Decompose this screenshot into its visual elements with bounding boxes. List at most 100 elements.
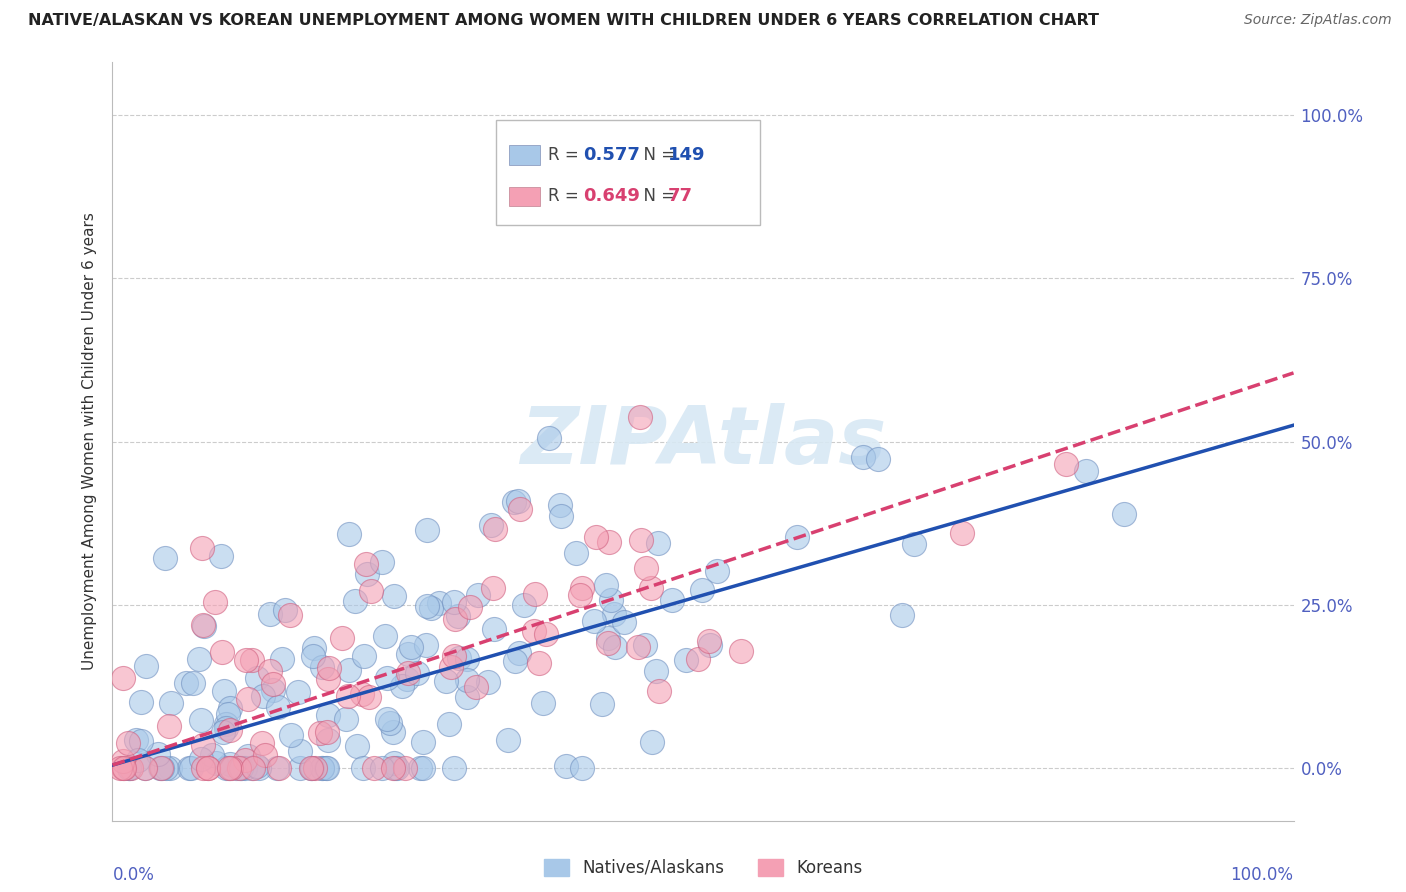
Point <box>217 707 239 722</box>
Point <box>634 638 657 652</box>
Point <box>209 549 232 563</box>
Point <box>304 761 326 775</box>
Point <box>508 646 530 660</box>
Point <box>191 541 214 556</box>
Point <box>218 761 240 775</box>
Point <box>127 753 149 767</box>
Point <box>582 614 605 628</box>
Point <box>381 724 404 739</box>
Legend: Natives/Alaskans, Koreans: Natives/Alaskans, Koreans <box>544 859 862 877</box>
Point <box>308 726 330 740</box>
Point <box>302 648 325 663</box>
Point <box>301 761 323 775</box>
Text: R =: R = <box>548 146 585 164</box>
Point <box>335 712 357 726</box>
Point <box>598 636 620 650</box>
Point <box>458 600 481 615</box>
Point <box>236 749 259 764</box>
Point <box>467 588 489 602</box>
Point <box>197 761 219 775</box>
Point <box>211 725 233 739</box>
Point <box>479 518 502 533</box>
Point <box>524 587 547 601</box>
Point <box>527 656 550 670</box>
Point <box>337 527 360 541</box>
Point <box>290 761 312 775</box>
Point <box>697 633 720 648</box>
Point <box>596 632 619 646</box>
Point <box>523 624 546 638</box>
Point <box>108 761 131 775</box>
Point <box>730 643 752 657</box>
Point <box>482 622 505 636</box>
Point <box>401 640 423 654</box>
Point <box>259 607 281 621</box>
Point <box>112 761 135 775</box>
Point <box>346 739 368 753</box>
Point <box>187 652 209 666</box>
Point <box>215 761 238 775</box>
Point <box>636 561 658 575</box>
Point <box>112 671 135 685</box>
Point <box>344 594 367 608</box>
Point <box>153 551 176 566</box>
Point <box>443 595 465 609</box>
Point <box>246 671 269 685</box>
Point <box>299 761 322 775</box>
Point <box>903 537 925 551</box>
Point <box>252 736 274 750</box>
Point <box>201 747 224 762</box>
Point <box>571 761 593 775</box>
Point <box>456 673 478 688</box>
Point <box>409 761 432 775</box>
Point <box>550 508 572 523</box>
Point <box>315 761 337 775</box>
Point <box>363 761 385 775</box>
Point <box>240 653 263 667</box>
Point <box>135 658 157 673</box>
Point <box>193 761 215 775</box>
Point <box>503 654 526 668</box>
Point <box>246 759 269 773</box>
Point <box>396 647 419 661</box>
Point <box>190 713 212 727</box>
Point <box>252 689 274 703</box>
Point <box>204 756 226 770</box>
Point <box>464 680 486 694</box>
Point <box>229 761 252 775</box>
Point <box>375 671 398 685</box>
Point <box>630 533 652 547</box>
Point <box>1112 507 1135 521</box>
Text: N =: N = <box>633 187 681 205</box>
Point <box>215 717 238 731</box>
Point <box>688 651 710 665</box>
Point <box>193 738 215 752</box>
Point <box>415 523 437 537</box>
Point <box>242 761 264 775</box>
Point <box>150 761 173 775</box>
Point <box>591 697 613 711</box>
Point <box>440 660 463 674</box>
Point <box>299 761 322 775</box>
Point <box>382 756 405 771</box>
Point <box>228 761 250 775</box>
Point <box>193 619 215 633</box>
Point <box>218 761 240 775</box>
Point <box>640 581 662 595</box>
Point <box>262 677 284 691</box>
Point <box>212 683 235 698</box>
Point <box>174 676 197 690</box>
Point <box>395 672 418 686</box>
Point <box>513 598 536 612</box>
Point <box>190 752 212 766</box>
Point <box>269 761 291 775</box>
Point <box>278 608 301 623</box>
Point <box>605 640 627 654</box>
Point <box>852 450 875 465</box>
Point <box>233 753 256 767</box>
Point <box>613 615 636 629</box>
Point <box>112 754 135 768</box>
Point <box>160 697 183 711</box>
Point <box>443 612 465 626</box>
Point <box>360 584 382 599</box>
